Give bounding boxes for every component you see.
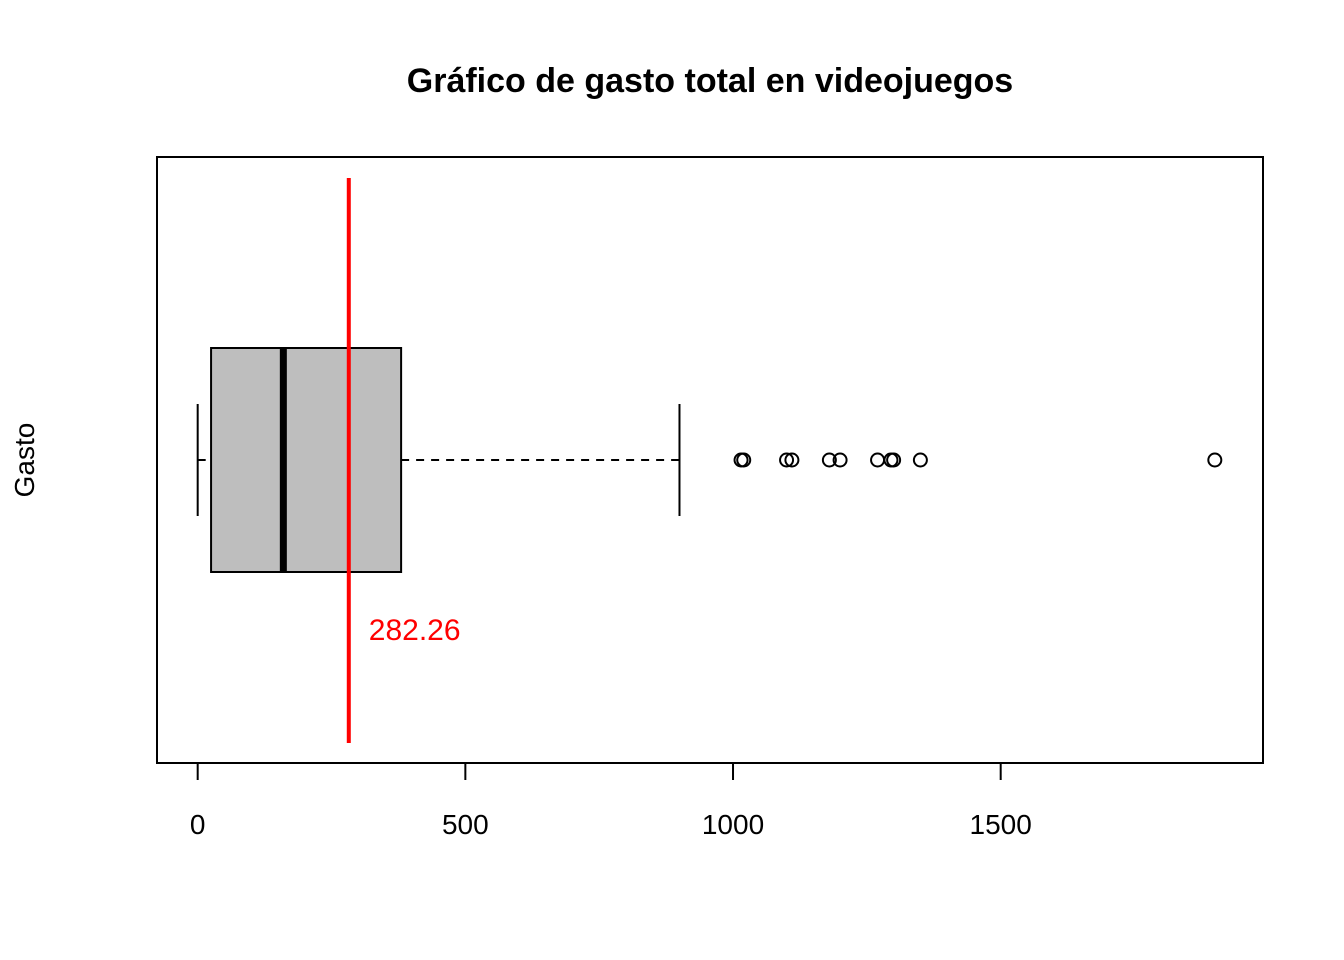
outlier-point bbox=[870, 452, 886, 468]
outlier-point bbox=[736, 452, 752, 468]
outlier-point bbox=[886, 452, 902, 468]
outlier-point bbox=[912, 452, 928, 468]
y-axis-label: Gasto bbox=[9, 423, 40, 498]
chart-title: Gráfico de gasto total en videojuegos bbox=[407, 62, 1013, 100]
outlier-point bbox=[1207, 452, 1223, 468]
x-tick-label: 1000 bbox=[702, 809, 764, 840]
x-axis: 0 500 1000 1500 bbox=[190, 762, 1032, 840]
mean-annotation: 282.26 bbox=[346, 178, 461, 743]
outlier-points bbox=[733, 452, 1223, 468]
x-tick-label: 0 bbox=[190, 809, 206, 840]
boxplot-series bbox=[196, 347, 681, 573]
outlier-point bbox=[832, 452, 848, 468]
x-tick-label: 500 bbox=[442, 809, 489, 840]
outlier-point bbox=[821, 452, 837, 468]
mean-value-label: 282.26 bbox=[369, 614, 461, 647]
outlier-point bbox=[779, 452, 795, 468]
outlier-point bbox=[784, 452, 800, 468]
x-tick-label: 1500 bbox=[970, 809, 1032, 840]
interquartile-box bbox=[210, 347, 403, 573]
